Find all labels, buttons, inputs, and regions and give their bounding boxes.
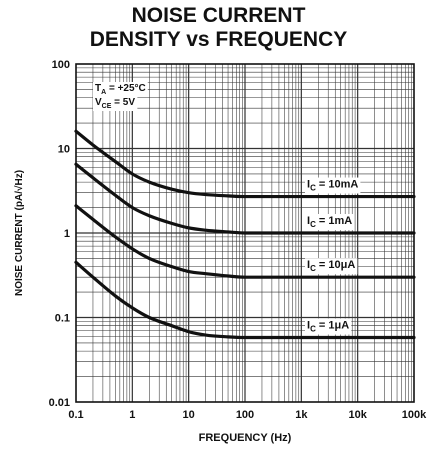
series-line-1 — [74, 162, 416, 235]
x-tick-label: 100k — [402, 409, 427, 421]
svg-text:IC = 1μA: IC = 1μA — [307, 319, 349, 333]
series-label-3: IC = 1μA — [305, 318, 352, 335]
y-tick-label: 0.1 — [55, 313, 70, 325]
series-label-2-background — [305, 258, 358, 275]
chart-title-line-1: NOISE CURRENT — [131, 4, 306, 27]
y-tick-label: 0.01 — [49, 397, 70, 409]
condition-label-background — [93, 82, 148, 97]
condition-label: VCE = 5V — [93, 96, 138, 111]
chart-title: NOISE CURRENT DENSITY vs FREQUENCY — [0, 4, 437, 52]
svg-text:VCE = 5V: VCE = 5V — [95, 97, 135, 110]
data-series — [74, 129, 416, 340]
svg-text:IC = 1mA: IC = 1mA — [307, 215, 352, 229]
y-tick-label: 10 — [58, 144, 70, 156]
series-line-3 — [74, 260, 416, 340]
x-tick-label: 10k — [348, 409, 367, 421]
chart-title-line-2: DENSITY vs FREQUENCY — [89, 28, 348, 51]
svg-text:IC = 10mA: IC = 10mA — [307, 179, 358, 193]
svg-text:IC = 10μA: IC = 10μA — [307, 259, 355, 273]
x-tick-label: 100 — [236, 409, 254, 421]
x-axis-label: FREQUENCY (Hz) — [199, 432, 292, 444]
series-label-2: IC = 10μA — [305, 258, 358, 275]
x-tick-label: 10 — [183, 409, 195, 421]
series-label-1-background — [305, 214, 355, 230]
series-label-0-background — [305, 177, 361, 194]
y-tick-label: 1 — [64, 228, 70, 240]
series-line-2 — [74, 204, 416, 279]
series-label-3-background — [305, 318, 352, 335]
x-tick-label: 0.1 — [68, 409, 83, 421]
series-line-0 — [74, 129, 416, 199]
condition-label: TA = +25°C — [93, 82, 148, 97]
plot-frame — [75, 63, 415, 403]
x-tick-label: 1k — [295, 409, 308, 421]
condition-label-background — [93, 96, 138, 111]
svg-text:TA = +25°C: TA = +25°C — [95, 83, 146, 96]
y-axis-label: NOISE CURRENT (pA/√Hz) — [14, 170, 25, 296]
x-tick-label: 1 — [129, 409, 135, 421]
series-label-0: IC = 10mA — [305, 177, 361, 194]
series-label-1: IC = 1mA — [305, 214, 355, 230]
y-tick-label: 100 — [52, 59, 70, 71]
